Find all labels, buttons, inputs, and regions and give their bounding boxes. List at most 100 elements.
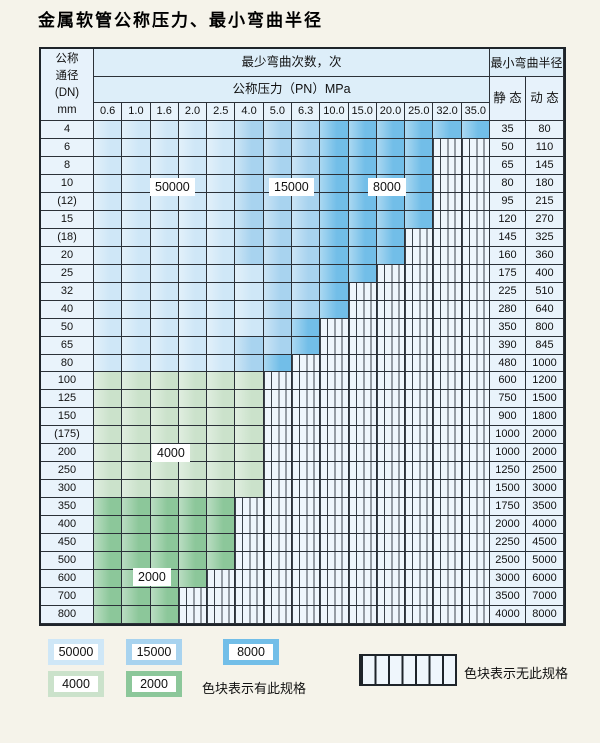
spec-cell	[320, 264, 349, 283]
dn-cell: 125	[41, 390, 94, 409]
spec-cell	[376, 480, 406, 499]
spec-cell	[235, 588, 264, 607]
spec-cell	[122, 480, 151, 499]
pressure-value-cell: 5.0	[263, 103, 292, 121]
spec-cell	[263, 210, 292, 229]
spec-cell	[235, 300, 264, 319]
dn-cell: 65	[41, 336, 94, 355]
spec-cell	[94, 408, 123, 427]
spec-cell	[263, 480, 292, 499]
static-cell: 480	[490, 354, 526, 373]
spec-cell	[405, 444, 434, 463]
spec-cell	[150, 121, 179, 139]
static-cell: 1750	[490, 498, 526, 517]
dynamic-cell: 180	[526, 174, 564, 193]
dn-cell: 400	[41, 516, 94, 535]
spec-cell	[94, 210, 123, 229]
spec-cell	[292, 372, 321, 391]
static-cell: 3000	[490, 570, 526, 589]
dn-cell: 20	[41, 246, 94, 265]
spec-cell	[207, 390, 236, 409]
spec-cell	[433, 390, 462, 409]
spec-cell	[178, 372, 208, 391]
spec-cell	[433, 516, 462, 535]
spec-cell	[150, 426, 179, 445]
legend-swatch-label: 2000	[132, 676, 176, 692]
spec-cell	[348, 228, 377, 247]
spec-cell	[263, 444, 292, 463]
dynamic-cell: 510	[526, 282, 564, 301]
spec-cell	[292, 156, 321, 175]
spec-cell	[207, 444, 236, 463]
spec-cell	[178, 282, 208, 301]
spec-cell	[178, 156, 208, 175]
spec-cell	[320, 444, 349, 463]
dn-header-line: 公称	[55, 52, 79, 65]
spec-cell	[263, 606, 292, 624]
dynamic-header-cell: 动 态	[526, 77, 564, 121]
spec-cell	[94, 606, 123, 624]
spec-cell	[405, 570, 434, 589]
spec-cell	[292, 516, 321, 535]
spec-cell	[178, 498, 208, 517]
dn-cell: 25	[41, 264, 94, 283]
spec-cell	[94, 246, 123, 265]
spec-cell	[320, 570, 349, 589]
spec-cell	[461, 534, 490, 553]
pressure-value-cell: 6.3	[292, 103, 321, 121]
spec-cell	[405, 318, 434, 337]
spec-cell	[433, 121, 462, 139]
spec-cell	[376, 336, 406, 355]
spec-cell	[94, 480, 123, 499]
spec-cell	[405, 498, 434, 517]
spec-cell	[376, 534, 406, 553]
dynamic-cell: 4500	[526, 534, 564, 553]
spec-cell	[433, 156, 462, 175]
spec-cell	[263, 408, 292, 427]
spec-cell	[405, 462, 434, 481]
spec-cell	[150, 516, 179, 535]
dn-cell: 50	[41, 318, 94, 337]
spec-cell	[348, 534, 377, 553]
spec-cell	[122, 498, 151, 517]
spec-cell	[433, 588, 462, 607]
dn-cell: 600	[41, 570, 94, 589]
dn-cell: 500	[41, 552, 94, 571]
spec-cell	[150, 228, 179, 247]
spec-cell	[178, 516, 208, 535]
spec-cell	[348, 210, 377, 229]
spec-cell	[292, 390, 321, 409]
spec-cell	[405, 354, 434, 373]
spec-cell	[348, 156, 377, 175]
pressure-value-cell: 15.0	[348, 103, 377, 121]
spec-cell	[150, 462, 179, 481]
spec-cell	[461, 138, 490, 157]
dynamic-cell: 6000	[526, 570, 564, 589]
spec-cell	[292, 498, 321, 517]
spec-cell	[94, 354, 123, 373]
spec-cell	[263, 318, 292, 337]
spec-cell	[178, 121, 208, 139]
spec-cell	[348, 606, 377, 624]
spec-cell	[207, 264, 236, 283]
legend-swatch-4000: 4000	[48, 671, 104, 697]
spec-cell	[348, 480, 377, 499]
spec-cell	[461, 570, 490, 589]
legend-swatch-label: 15000	[132, 644, 176, 660]
legend-swatch-15000: 15000	[126, 639, 182, 665]
spec-cell	[122, 138, 151, 157]
spec-cell	[122, 336, 151, 355]
spec-cell	[94, 121, 123, 139]
spec-cell	[348, 426, 377, 445]
dn-cell: 80	[41, 354, 94, 373]
pressure-value-cell: 4.0	[235, 103, 264, 121]
spec-cell	[461, 444, 490, 463]
spec-cell	[263, 588, 292, 607]
spec-cell	[150, 192, 179, 211]
spec-cell	[94, 534, 123, 553]
static-cell: 65	[490, 156, 526, 175]
dn-cell: 32	[41, 282, 94, 301]
spec-cell	[178, 552, 208, 571]
spec-cell	[207, 570, 236, 589]
